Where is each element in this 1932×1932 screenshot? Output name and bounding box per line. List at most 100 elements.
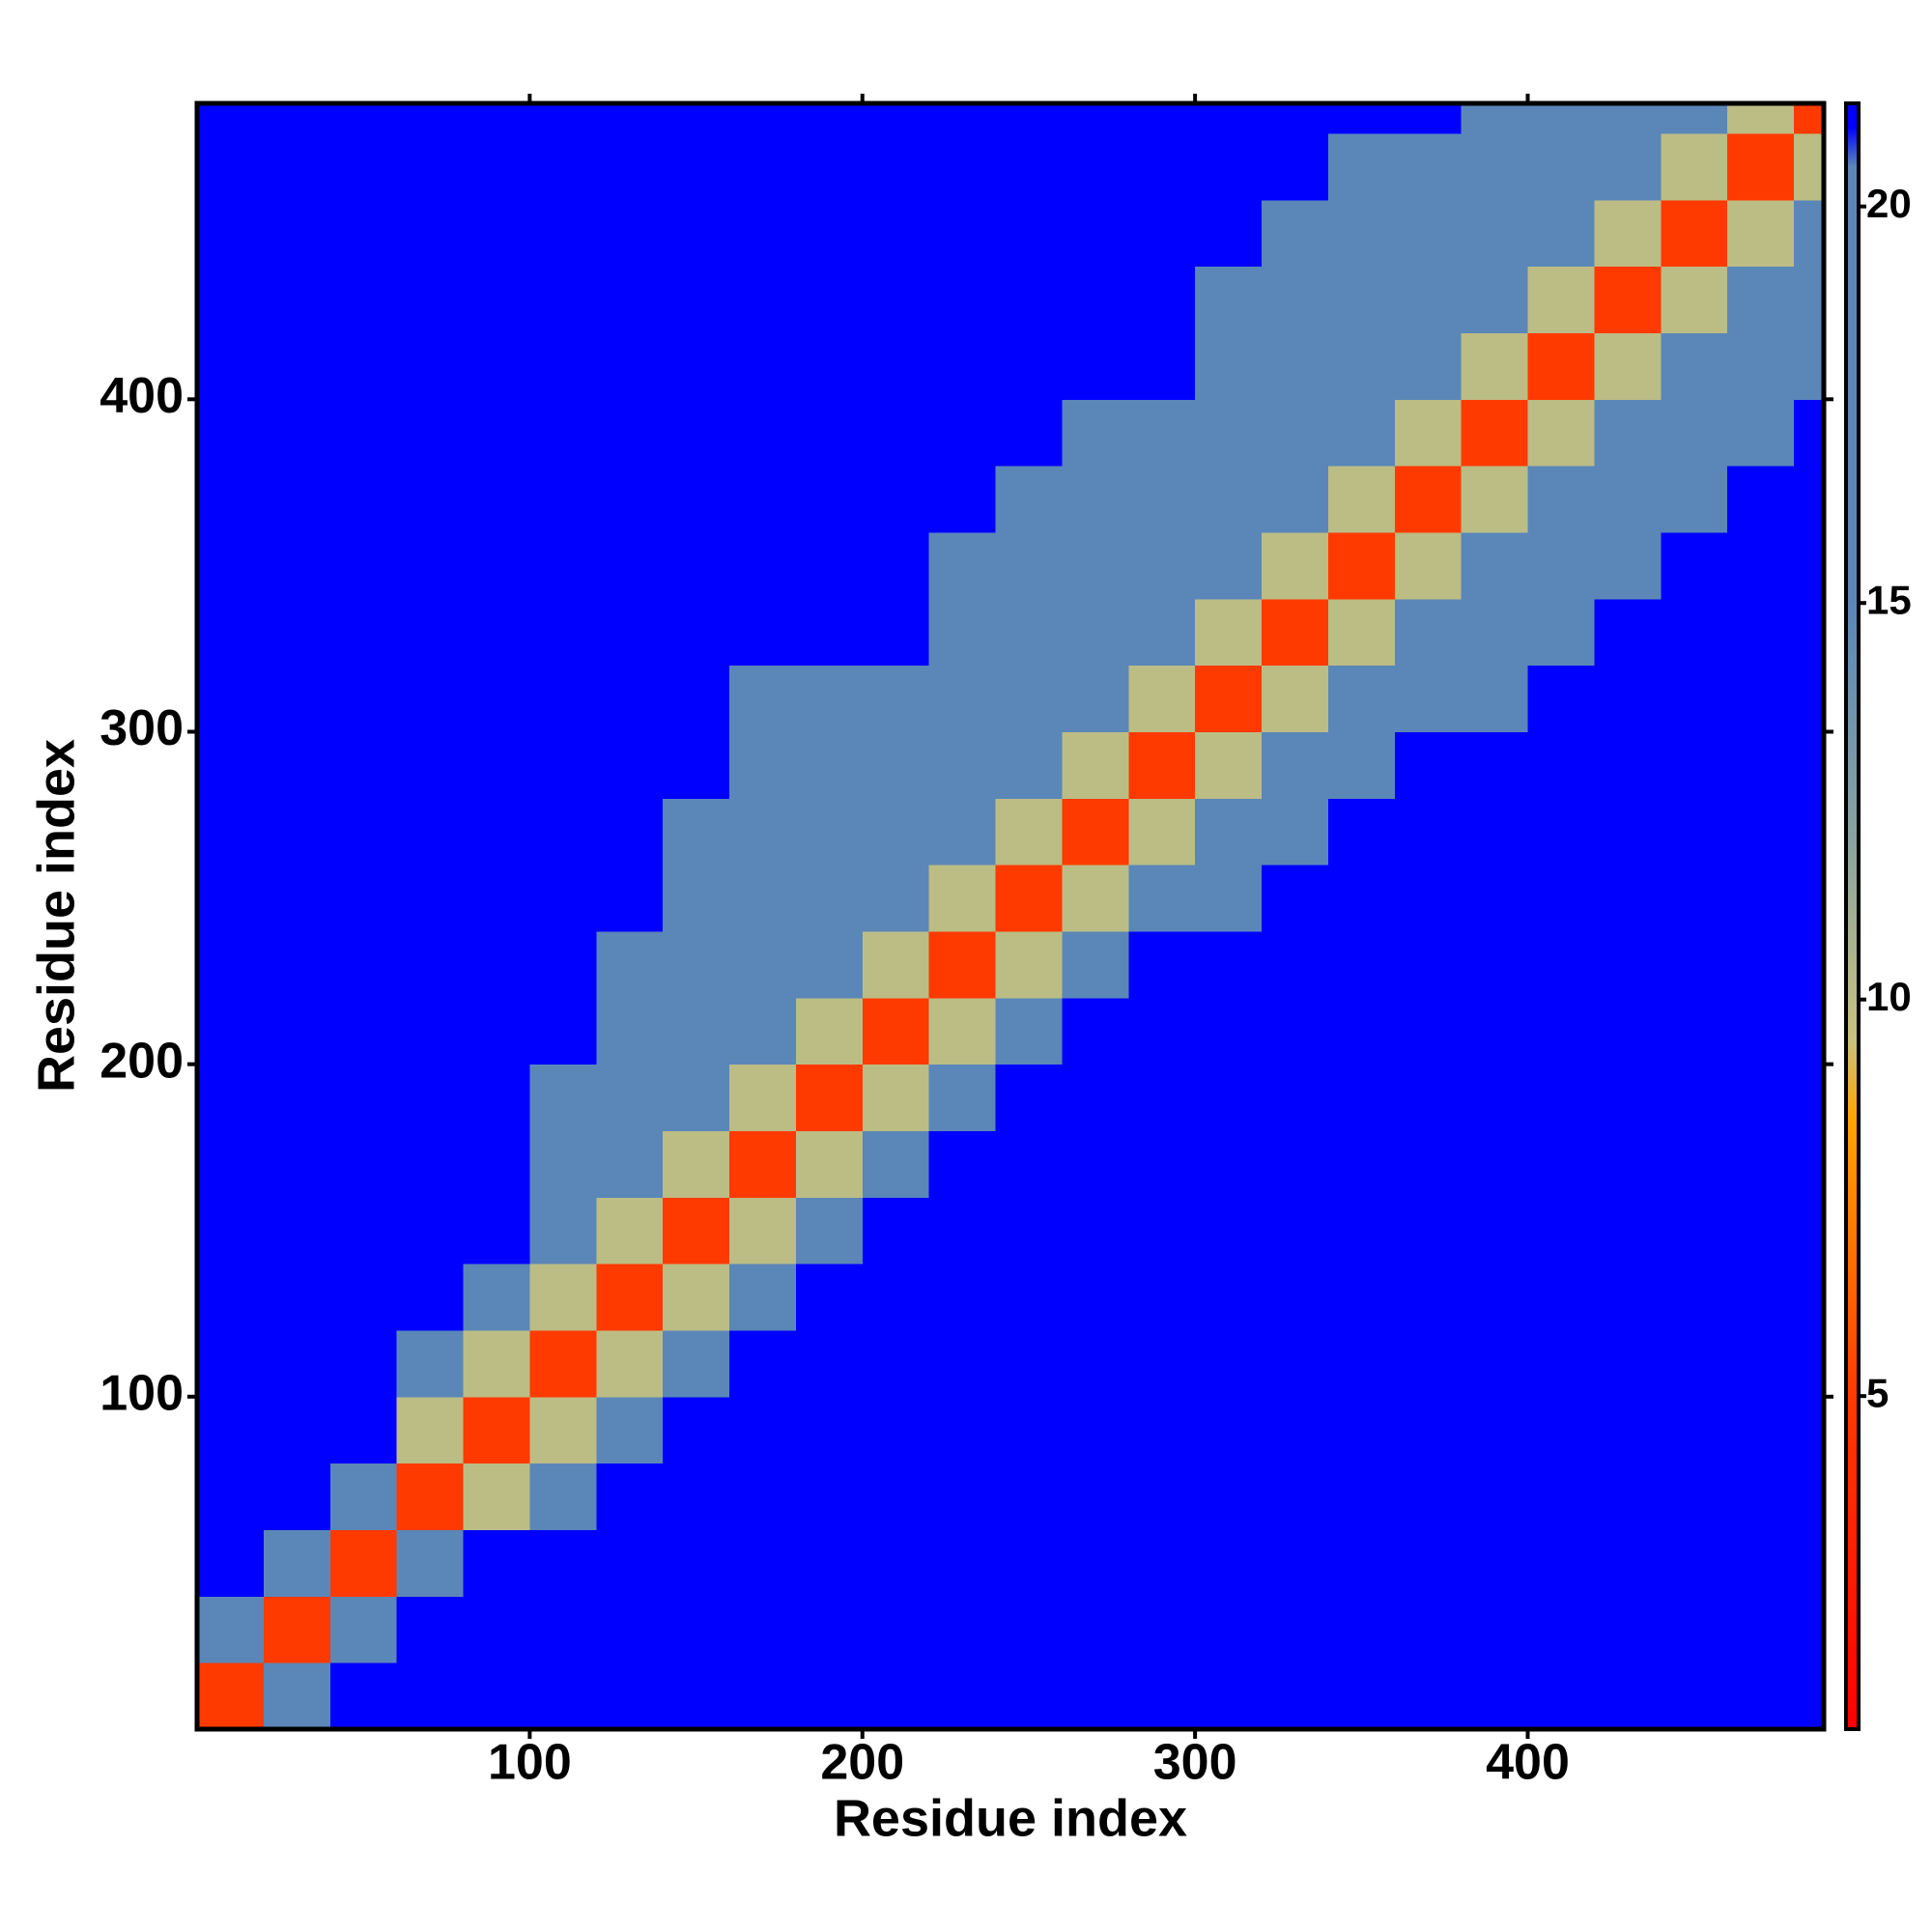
heatmap-cell: [1594, 1064, 1662, 1131]
heatmap-cell: [1727, 731, 1795, 799]
heatmap-cell: [396, 930, 465, 999]
heatmap-cell: [329, 1463, 398, 1530]
heatmap-cell: [596, 997, 664, 1065]
heatmap-cell: [1727, 1130, 1795, 1198]
heatmap-cell: [729, 731, 797, 799]
heatmap-cell: [396, 1064, 465, 1131]
heatmap-cell: [1062, 132, 1129, 201]
heatmap-cell: [1128, 132, 1196, 201]
heatmap-cell: [1527, 399, 1595, 467]
heatmap-cell: [795, 1130, 864, 1198]
heatmap-cell: [1394, 930, 1463, 999]
heatmap-cell: [1195, 1264, 1263, 1331]
heatmap-cell: [1327, 865, 1396, 932]
heatmap-cell: [995, 1264, 1063, 1331]
heatmap-cell: [1661, 1529, 1728, 1597]
heatmap-cell: [1128, 665, 1196, 732]
heatmap-cell: [263, 1064, 331, 1131]
heatmap-cell: [529, 930, 597, 999]
heatmap-cell: [729, 132, 797, 201]
heatmap-cell: [1128, 1396, 1196, 1464]
heatmap-cell: [1794, 132, 1825, 201]
heatmap-cell: [1128, 930, 1196, 999]
heatmap-cell: [1394, 1596, 1463, 1663]
heatmap-cell: [995, 199, 1063, 268]
heatmap-cell: [1262, 1064, 1329, 1131]
heatmap-cell: [197, 930, 265, 999]
heatmap-cell: [263, 598, 331, 667]
heatmap-cell: [1327, 266, 1396, 333]
heatmap-cell: [663, 1130, 730, 1198]
heatmap-cell: [1062, 997, 1129, 1065]
heatmap-cell: [663, 132, 730, 201]
heatmap-cell: [263, 1130, 331, 1198]
heatmap-cell: [1262, 132, 1329, 201]
heatmap-cell: [1527, 466, 1595, 533]
heatmap-cell: [862, 103, 930, 134]
heatmap-cell: [1327, 1264, 1396, 1331]
heatmap-cell: [1327, 199, 1396, 268]
heatmap-cell: [862, 598, 930, 667]
heatmap-cell: [463, 103, 530, 134]
heatmap-cell: [995, 930, 1063, 999]
heatmap-cell: [1461, 1463, 1529, 1530]
y-tick-label: 400: [99, 368, 184, 424]
heatmap-cell: [529, 865, 597, 932]
heatmap-cell: [1661, 132, 1728, 201]
heatmap-cell: [396, 399, 465, 467]
heatmap-cell: [1195, 1197, 1263, 1264]
heatmap-cell: [1327, 1529, 1396, 1597]
heatmap-cell: [729, 1463, 797, 1530]
heatmap-cell: [1527, 731, 1595, 799]
heatmap-cell: [1794, 1130, 1825, 1198]
heatmap-cell: [729, 1396, 797, 1464]
heatmap-cell: [795, 930, 864, 999]
heatmap-cell: [1394, 1329, 1463, 1398]
heatmap-cell: [463, 332, 530, 400]
heatmap-cell: [1327, 665, 1396, 732]
heatmap-cell: [463, 798, 530, 866]
heatmap-cell: [1327, 531, 1396, 600]
heatmap-cell: [1527, 665, 1595, 732]
heatmap-cell: [197, 332, 265, 400]
heatmap-cell: [795, 731, 864, 799]
heatmap-cell: [1727, 199, 1795, 268]
heatmap-cell: [1527, 1130, 1595, 1198]
heatmap-cell: [1727, 1329, 1795, 1398]
heatmap-cell: [1461, 1596, 1529, 1663]
x-tick-label: 200: [820, 1735, 904, 1791]
heatmap-cell: [1527, 1529, 1595, 1597]
heatmap-cell: [1394, 665, 1463, 732]
heatmap-cell: [1394, 997, 1463, 1065]
heatmap-cell: [1394, 865, 1463, 932]
heatmap-cell: [862, 997, 930, 1065]
heatmap-cell: [529, 531, 597, 600]
heatmap-cell: [1394, 1662, 1463, 1730]
heatmap-cell: [1461, 1130, 1529, 1198]
heatmap-cell: [729, 598, 797, 667]
heatmap-cell: [663, 731, 730, 799]
heatmap-cell: [862, 665, 930, 732]
colorbar: [1844, 101, 1861, 1731]
heatmap-cell: [1128, 199, 1196, 268]
heatmap-cell: [928, 332, 997, 400]
heatmap-cell: [1727, 598, 1795, 667]
heatmap-cell: [529, 1264, 597, 1331]
heatmap-cell: [197, 1463, 265, 1530]
heatmap-cell: [197, 665, 265, 732]
heatmap-cell: [1594, 865, 1662, 932]
heatmap-cell: [729, 1329, 797, 1398]
heatmap-cell: [1394, 1529, 1463, 1597]
heatmap-cell: [729, 103, 797, 134]
heatmap-cell: [928, 1130, 997, 1198]
heatmap-cell: [1327, 997, 1396, 1065]
heatmap-cell: [329, 103, 398, 134]
heatmap-cell: [1062, 1662, 1129, 1730]
heatmap-cell: [928, 598, 997, 667]
heatmap-cell: [1527, 798, 1595, 866]
heatmap-cell: [463, 1596, 530, 1663]
heatmap-cell: [862, 266, 930, 333]
heatmap-cell: [862, 1396, 930, 1464]
heatmap-cell: [1128, 1529, 1196, 1597]
heatmap-cell: [197, 266, 265, 333]
